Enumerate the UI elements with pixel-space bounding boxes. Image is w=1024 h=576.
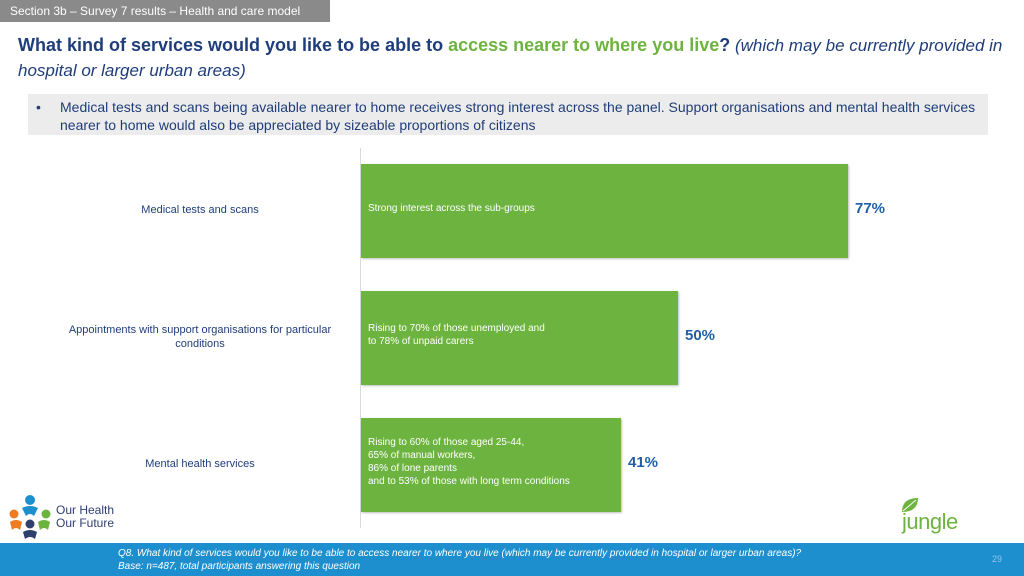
page-number: 29 <box>991 554 1002 564</box>
bar-note-3: Rising to 60% of those aged 25-44, 65% o… <box>368 437 570 487</box>
value-label-2: 50% <box>685 327 716 344</box>
footnote: Q8. What kind of services would you like… <box>118 547 801 573</box>
bar-note-2: Rising to 70% of those unemployed and to… <box>368 323 545 347</box>
bar-2 <box>361 291 678 385</box>
jungle-green-logo: jungle green <box>898 496 1016 560</box>
summary-text: Medical tests and scans being available … <box>60 99 976 133</box>
value-label-3: 41% <box>628 454 659 471</box>
logo-line-2: Our Future <box>56 516 115 530</box>
section-tab: Section 3b – Survey 7 results – Health a… <box>0 0 330 22</box>
bar-note-1: Strong interest across the sub-groups <box>368 203 535 214</box>
category-label-3: Mental health services <box>145 458 255 470</box>
bar-1 <box>361 164 848 258</box>
leaf-icon <box>902 498 918 512</box>
footnote-question: Q8. What kind of services would you like… <box>118 548 802 559</box>
title-note: (which may be currently provided in hosp… <box>18 36 1003 80</box>
people-figures-icon <box>9 495 51 539</box>
our-health-our-future-logo: Our Health Our Future <box>8 494 128 540</box>
chart-axis-line <box>360 148 361 528</box>
title-part-1: What kind of services would you like to … <box>18 35 449 55</box>
footer-bar: Q8. What kind of services would you like… <box>0 543 1024 576</box>
bar-3 <box>361 418 621 512</box>
category-label-2: Appointments with support organisations … <box>68 324 332 350</box>
summary-box: • Medical tests and scans being availabl… <box>28 94 988 135</box>
footnote-base: Base: n=487, total participants answerin… <box>118 561 361 572</box>
category-label-1: Medical tests and scans <box>141 204 259 216</box>
title-question-mark: ? <box>719 35 731 55</box>
logo-line-1: Our Health <box>56 503 115 517</box>
title-highlight: access nearer to where you live <box>448 35 720 55</box>
page-title: What kind of services would you like to … <box>18 33 1008 83</box>
summary-bullet: • <box>36 99 41 115</box>
value-label-1: 77% <box>855 200 886 217</box>
